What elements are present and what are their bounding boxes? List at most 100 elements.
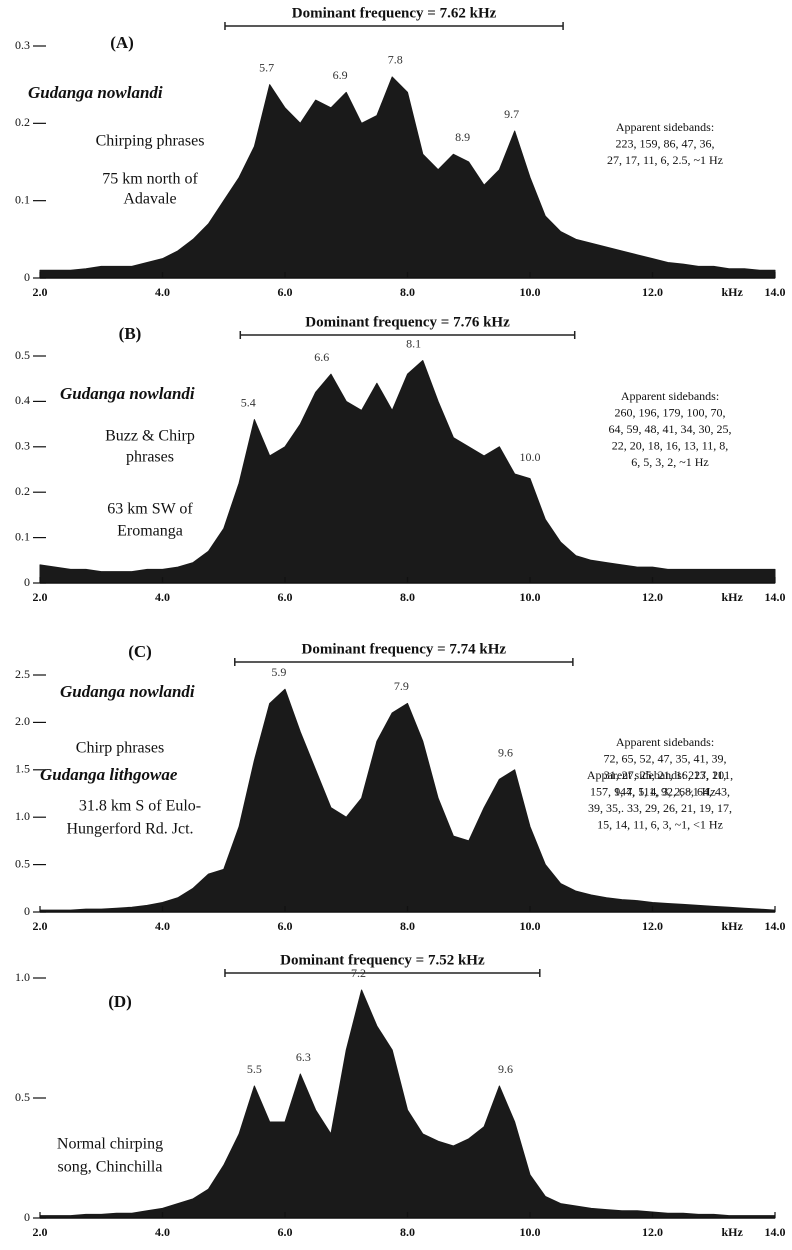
note: phrases: [126, 449, 174, 466]
sidebands: 223, 159, 86, 47, 36,: [616, 136, 715, 150]
species: Gudanga lithgowae: [40, 765, 178, 784]
note: 75 km north of: [102, 171, 198, 188]
panel-label: (B): [119, 324, 142, 343]
sidebands: 72, 65, 52, 47, 35, 41, 39,: [604, 751, 727, 765]
x-tick-label: 8.0: [400, 590, 415, 604]
y-tick-label: 1.0: [15, 809, 30, 823]
chart-title: Dominant frequency = 7.62 kHz: [292, 5, 497, 21]
sidebands: Apparent sidebands:: [616, 735, 714, 749]
peak-label: 6.9: [333, 68, 348, 82]
y-tick-label: 0.4: [15, 393, 30, 407]
note: 31.8 km S of Eulo-: [79, 798, 201, 815]
x-tick-label: 2.0: [33, 1225, 48, 1239]
y-tick-label: 2.5: [15, 667, 30, 681]
y-tick-label: 1.0: [15, 970, 30, 984]
x-tick-label: 10.0: [520, 1225, 541, 1239]
x-axis-label: kHz: [721, 590, 743, 604]
sidebands: 6, 5, 3, 2, ~1 Hz: [631, 455, 708, 469]
sidebands: 9, 7, 5, 4, 3, 2, ~1 Hz: [614, 784, 715, 798]
peak-label: 5.5: [247, 1062, 262, 1076]
note: Chirping phrases: [96, 133, 205, 150]
y-tick-label: 0.3: [15, 439, 30, 453]
peak-label: 5.7: [259, 60, 274, 74]
spectrum: [39, 76, 776, 279]
x-tick-label: 14.0: [765, 285, 786, 299]
sidebands: 157, 144, 111, 92, 68, 64, 43,: [590, 784, 730, 798]
sidebands: Apparent sidebands: 227, 201,: [587, 768, 733, 782]
y-tick-label: 0: [24, 904, 30, 918]
x-tick-label: 6.0: [278, 919, 293, 933]
x-tick-label: 8.0: [400, 919, 415, 933]
y-tick-label: 0.1: [15, 192, 30, 206]
peak-label: 6.3: [296, 1050, 311, 1064]
peak-label: 7.8: [388, 53, 403, 67]
sidebands: Apparent sidebands:: [616, 120, 714, 134]
sidebands: 39, 35,. 33, 29, 26, 21, 19, 17,: [588, 801, 732, 815]
note: song, Chinchilla: [58, 1159, 163, 1176]
note: Hungerford Rd. Jct.: [66, 821, 193, 838]
note: Buzz & Chirp: [105, 428, 195, 445]
x-axis-label: kHz: [721, 285, 743, 299]
x-tick-label: 14.0: [765, 919, 786, 933]
sidebands: 260, 196, 179, 100, 70,: [615, 405, 726, 419]
y-tick-label: 0: [24, 1210, 30, 1224]
spectrum: [39, 989, 776, 1219]
x-tick-label: 6.0: [278, 1225, 293, 1239]
y-tick-label: 0.1: [15, 529, 30, 543]
y-tick-label: 0.5: [15, 856, 30, 870]
sidebands: 27, 17, 11, 6, 2.5, ~1 Hz: [607, 153, 723, 167]
y-tick-label: 0: [24, 270, 30, 284]
y-tick-label: 1.5: [15, 762, 30, 776]
y-tick-label: 0.2: [15, 484, 30, 498]
chart-title: Dominant frequency = 7.74 kHz: [302, 641, 507, 657]
peak-label: 10.0: [520, 450, 541, 464]
peak-label: 9.6: [498, 1062, 513, 1076]
y-tick-label: 0: [24, 575, 30, 589]
x-tick-label: 2.0: [33, 919, 48, 933]
x-tick-label: 12.0: [642, 919, 663, 933]
peak-label: 7.9: [394, 679, 409, 693]
peak-label: 7.2: [351, 966, 366, 980]
y-tick-label: 0.5: [15, 348, 30, 362]
x-axis-label: kHz: [721, 1225, 743, 1239]
peak-label: 6.6: [314, 350, 329, 364]
sidebands: 22, 20, 18, 16, 13, 11, 8,: [612, 438, 729, 452]
y-tick-label: 0.5: [15, 1090, 30, 1104]
sidebands: Apparent sidebands:: [621, 389, 719, 403]
x-tick-label: 4.0: [155, 919, 170, 933]
panel-label: (C): [128, 642, 152, 661]
x-axis-label: kHz: [721, 919, 743, 933]
x-tick-label: 10.0: [520, 285, 541, 299]
x-tick-label: 6.0: [278, 590, 293, 604]
note: Eromanga: [117, 523, 183, 540]
x-tick-label: 6.0: [278, 285, 293, 299]
x-tick-label: 2.0: [33, 285, 48, 299]
x-tick-label: 8.0: [400, 1225, 415, 1239]
x-tick-label: 14.0: [765, 1225, 786, 1239]
x-tick-label: 12.0: [642, 285, 663, 299]
x-tick-label: 14.0: [765, 590, 786, 604]
y-tick-label: 2.0: [15, 714, 30, 728]
x-tick-label: 10.0: [520, 919, 541, 933]
sidebands: 64, 59, 48, 41, 34, 30, 25,: [609, 422, 732, 436]
panel-label: (A): [110, 33, 134, 52]
x-tick-label: 4.0: [155, 285, 170, 299]
x-tick-label: 12.0: [642, 1225, 663, 1239]
note: Adavale: [123, 191, 176, 208]
spectrum: [39, 360, 776, 584]
panel-label: (D): [108, 992, 132, 1011]
note: Chirp phrases: [76, 740, 164, 757]
note: 63 km SW of: [107, 501, 193, 518]
x-tick-label: 10.0: [520, 590, 541, 604]
x-tick-label: 4.0: [155, 590, 170, 604]
peak-label: 8.9: [455, 130, 470, 144]
y-tick-label: 0.2: [15, 115, 30, 129]
peak-label: 5.9: [271, 665, 286, 679]
species: Gudanga nowlandi: [28, 83, 163, 102]
x-tick-label: 8.0: [400, 285, 415, 299]
x-tick-label: 4.0: [155, 1225, 170, 1239]
chart-title: Dominant frequency = 7.52 kHz: [280, 952, 485, 968]
peak-label: 9.7: [504, 107, 519, 121]
sidebands: 31, 27, 25, 21, 16, 13, 11,: [604, 768, 727, 782]
